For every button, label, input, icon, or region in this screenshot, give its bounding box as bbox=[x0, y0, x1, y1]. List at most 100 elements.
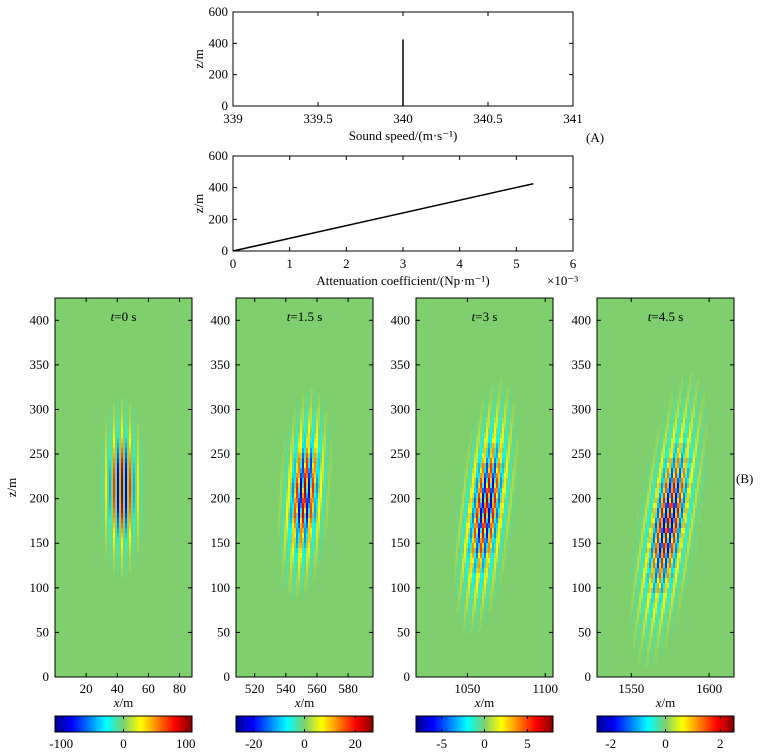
wave-cell bbox=[464, 598, 467, 604]
wave-cell bbox=[675, 518, 678, 524]
wave-cell bbox=[131, 533, 134, 539]
wave-cell bbox=[500, 388, 503, 394]
wave-cell bbox=[665, 478, 668, 484]
wave-cell bbox=[649, 663, 652, 669]
wave-cell bbox=[468, 563, 471, 569]
wave-cell bbox=[282, 498, 285, 504]
wave-cell bbox=[312, 393, 315, 399]
wave-cell bbox=[484, 433, 487, 439]
wave-cell bbox=[458, 613, 461, 619]
wave-cell bbox=[633, 573, 636, 579]
wave-cell bbox=[284, 498, 287, 504]
wave-cell bbox=[701, 463, 704, 469]
wave-cell bbox=[135, 513, 138, 519]
wave-cell bbox=[645, 538, 648, 544]
wave-cell bbox=[681, 528, 684, 534]
wave-cell bbox=[687, 428, 690, 434]
wave-cell bbox=[655, 438, 658, 444]
wave-cell bbox=[312, 408, 315, 414]
wave-cell bbox=[500, 523, 503, 529]
wave-cell bbox=[456, 588, 459, 594]
wave-cell bbox=[661, 428, 664, 434]
wave-cell bbox=[490, 523, 493, 529]
wave-cell bbox=[113, 493, 116, 499]
title-variable: t bbox=[287, 309, 291, 324]
wave-cell bbox=[669, 528, 672, 534]
y-tick-label: 0 bbox=[222, 98, 229, 113]
y-tick-label: 350 bbox=[572, 357, 592, 372]
wave-cell bbox=[312, 518, 315, 524]
wave-cell bbox=[490, 493, 493, 499]
wave-cell bbox=[488, 558, 491, 564]
wave-cell bbox=[470, 573, 473, 579]
wave-cell bbox=[292, 543, 295, 549]
wave-cell bbox=[663, 628, 666, 634]
wave-cell bbox=[673, 563, 676, 569]
wave-cell bbox=[506, 543, 509, 549]
wave-cell bbox=[502, 488, 505, 494]
wave-cell bbox=[294, 478, 297, 484]
wave-cell bbox=[689, 468, 692, 474]
wave-cell bbox=[637, 548, 640, 554]
wave-cell bbox=[322, 408, 325, 414]
wave-cell bbox=[657, 613, 660, 619]
wave-cell bbox=[280, 478, 283, 484]
wave-cell bbox=[478, 438, 481, 444]
wave-cell bbox=[496, 503, 499, 509]
wave-cell bbox=[306, 538, 309, 544]
wave-cell bbox=[498, 423, 501, 429]
wave-cell bbox=[671, 628, 674, 634]
wave-cell bbox=[312, 573, 315, 579]
wave-cell bbox=[484, 503, 487, 509]
wave-cell bbox=[689, 488, 692, 494]
wave-cell bbox=[135, 428, 138, 434]
x-tick-label: 339 bbox=[223, 111, 243, 126]
wave-cell bbox=[296, 418, 299, 424]
wave-cell bbox=[107, 448, 110, 454]
wave-cell bbox=[659, 643, 662, 649]
wave-cell bbox=[288, 443, 291, 449]
wave-cell bbox=[498, 578, 501, 584]
wave-cell bbox=[478, 563, 481, 569]
wave-cell bbox=[109, 448, 112, 454]
wave-cell bbox=[288, 488, 291, 494]
wave-cell bbox=[470, 533, 473, 539]
wave-cell bbox=[655, 508, 658, 514]
wave-cell bbox=[482, 433, 485, 439]
wave-cell bbox=[673, 543, 676, 549]
wave-cell bbox=[460, 598, 463, 604]
wave-cell bbox=[308, 413, 311, 419]
y-tick-label: 0 bbox=[585, 669, 592, 684]
wave-cell bbox=[703, 488, 706, 494]
wave-cell bbox=[631, 593, 634, 599]
wave-cell bbox=[677, 433, 680, 439]
wave-cell bbox=[502, 463, 505, 469]
wave-cell bbox=[649, 503, 652, 509]
wave-cell bbox=[300, 448, 303, 454]
wave-cell bbox=[677, 478, 680, 484]
wave-cell bbox=[462, 493, 465, 499]
wave-cell bbox=[647, 588, 650, 594]
wave-cell bbox=[653, 498, 656, 504]
wave-cell bbox=[137, 453, 140, 459]
wave-cell bbox=[328, 493, 331, 499]
wave-cell bbox=[492, 598, 495, 604]
wave-cell bbox=[703, 458, 706, 464]
wave-cell bbox=[665, 608, 668, 614]
wave-cell bbox=[480, 498, 483, 504]
wave-cell bbox=[482, 503, 485, 509]
wave-cell bbox=[288, 558, 291, 564]
wave-cell bbox=[129, 508, 132, 514]
wave-cell bbox=[99, 518, 102, 524]
wave-cell bbox=[113, 528, 116, 534]
wave-cell bbox=[659, 518, 662, 524]
wave-cell bbox=[320, 508, 323, 514]
wave-cell bbox=[314, 568, 317, 574]
wave-cell bbox=[685, 473, 688, 479]
wave-cell bbox=[328, 448, 331, 454]
wave-cell bbox=[129, 543, 132, 549]
wave-cell bbox=[131, 538, 134, 544]
wave-cell bbox=[133, 458, 136, 464]
wave-cell bbox=[308, 468, 311, 474]
wave-cell bbox=[470, 473, 473, 479]
